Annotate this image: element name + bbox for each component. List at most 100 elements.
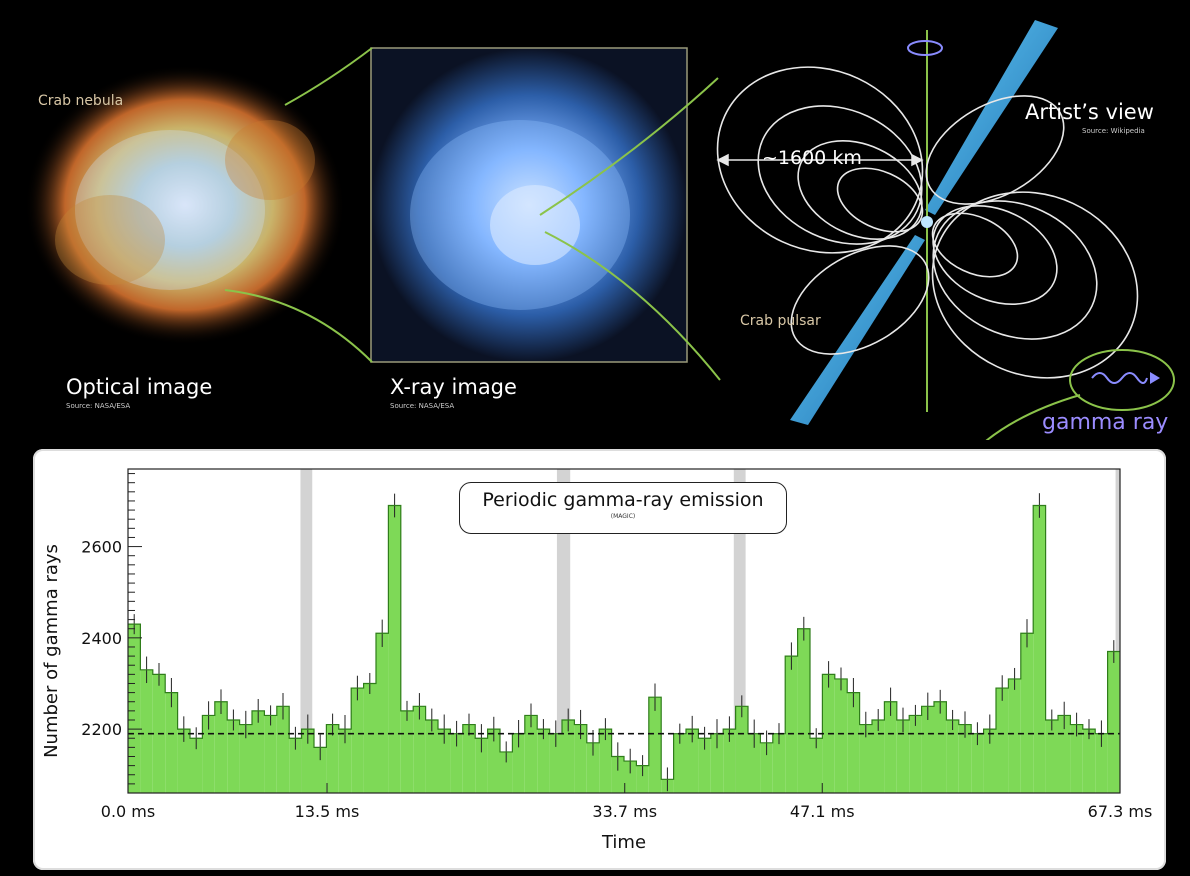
xray-image — [370, 47, 688, 363]
histogram-bar — [276, 706, 290, 793]
chart-title-box: Periodic gamma-ray emission (MAGIC) — [459, 482, 787, 534]
histogram-bar — [289, 738, 302, 793]
connector-line — [985, 394, 1081, 440]
histogram-bar — [983, 729, 996, 793]
x-tick-label: 67.3 ms — [1088, 802, 1153, 821]
histogram-bar — [537, 729, 550, 793]
artist-view-label: Artist’s view — [1025, 100, 1154, 124]
histogram-bar — [450, 733, 463, 793]
histogram-bar — [487, 729, 500, 793]
histogram-bar — [214, 701, 228, 793]
histogram-bar — [202, 715, 215, 793]
x-axis-label: Time — [601, 832, 646, 853]
y-tick-label: 2400 — [81, 629, 122, 648]
neutron-star — [921, 216, 933, 228]
xray-image-label: X-ray image — [390, 375, 517, 399]
histogram-bar — [400, 710, 414, 793]
connector-line — [224, 289, 373, 363]
gamma-arrow-icon — [1150, 372, 1160, 384]
histogram-bar — [599, 729, 612, 793]
histogram-bar — [574, 724, 587, 793]
optical-nebula-image — [25, 65, 345, 345]
histogram-bar — [1045, 719, 1058, 793]
histogram-bar — [301, 729, 314, 793]
histogram-bar — [698, 738, 711, 793]
histogram-bar — [611, 756, 624, 793]
histogram-bar — [388, 505, 401, 793]
histogram-bar — [165, 692, 178, 793]
histogram-bar — [314, 747, 327, 793]
histogram-bar — [1020, 633, 1034, 793]
crab-pulsar-label: Crab pulsar — [740, 313, 821, 329]
histogram-bar — [884, 701, 897, 793]
optical-source-label: Source: NASA/ESA — [66, 402, 131, 410]
histogram-bar — [636, 765, 649, 793]
histogram-bar — [934, 701, 947, 793]
histogram-bar — [859, 724, 872, 793]
histogram-bar — [748, 733, 761, 793]
histogram-bar — [363, 683, 376, 793]
x-tick-label: 0.0 ms — [101, 802, 155, 821]
histogram-bar — [462, 724, 476, 793]
connector-line — [284, 47, 373, 106]
histogram-bar — [1095, 733, 1108, 793]
histogram-bar — [376, 633, 389, 793]
histogram-bar — [971, 733, 984, 793]
histogram-bar — [338, 729, 352, 793]
histogram-bar — [549, 733, 562, 793]
chart-title: Periodic gamma-ray emission — [482, 489, 764, 511]
xray-source-label: Source: NASA/ESA — [390, 402, 455, 410]
chart-panel: 2200 2400 2600 0.0 ms 13.5 ms 33.7 ms 47.1 ms 6… — [33, 449, 1166, 870]
rotation-arrow-icon — [907, 40, 943, 56]
top-illustration — [25, 20, 1175, 440]
histogram-bar — [760, 742, 773, 793]
histogram-bar — [785, 656, 798, 793]
histogram-bar — [921, 706, 934, 793]
histogram-bar — [252, 710, 265, 793]
distance-label: ~1600 km — [762, 147, 862, 169]
peak-band — [300, 469, 313, 793]
histogram-bar — [772, 733, 786, 793]
histogram-bar — [524, 715, 538, 793]
histogram-bar — [834, 678, 848, 793]
histogram-bar — [847, 692, 860, 793]
histogram-bar — [673, 733, 686, 793]
pulsar-beam-upper — [925, 20, 1058, 215]
histogram-bar — [1008, 678, 1021, 793]
pulsar-beam-lower — [790, 235, 925, 425]
histogram-chart: 2200 2400 2600 0.0 ms 13.5 ms 33.7 ms 47.1 ms 6… — [41, 468, 1153, 853]
magnetic-field-lines — [716, 66, 1139, 379]
histogram-bar — [946, 719, 959, 793]
histogram-bar — [1082, 729, 1096, 793]
peak-band — [733, 469, 746, 793]
peak-band — [1115, 469, 1120, 793]
histogram-bar — [500, 751, 513, 793]
y-tick-label: 2200 — [81, 720, 122, 739]
histogram-bar — [128, 624, 141, 793]
connector-line — [544, 231, 721, 381]
histogram-bar — [1107, 651, 1120, 793]
histogram-bar — [413, 706, 426, 793]
histogram-bar — [562, 719, 575, 793]
histogram-bar — [710, 733, 724, 793]
histogram-bar — [190, 738, 203, 793]
x-tick-label: 33.7 ms — [592, 802, 657, 821]
histogram-bar — [177, 729, 190, 793]
histogram-bar — [1033, 505, 1046, 793]
histogram-bar — [723, 729, 736, 793]
gamma-ray-label: gamma ray — [1042, 410, 1169, 435]
x-tick-label: 47.1 ms — [790, 802, 855, 821]
histogram-bar — [586, 742, 600, 793]
histogram-bar — [872, 719, 885, 793]
gamma-ray-marker — [1069, 349, 1175, 411]
histogram-bar — [227, 719, 240, 793]
histogram-bar — [140, 669, 153, 793]
histogram-bar — [264, 715, 277, 793]
peak-band — [556, 469, 571, 793]
histogram-bar — [735, 706, 748, 793]
gamma-wave-icon — [1091, 372, 1148, 384]
histogram-bar — [438, 729, 451, 793]
histogram-bar — [351, 688, 364, 793]
histogram-bar — [624, 761, 637, 793]
histogram-bar — [326, 724, 339, 793]
